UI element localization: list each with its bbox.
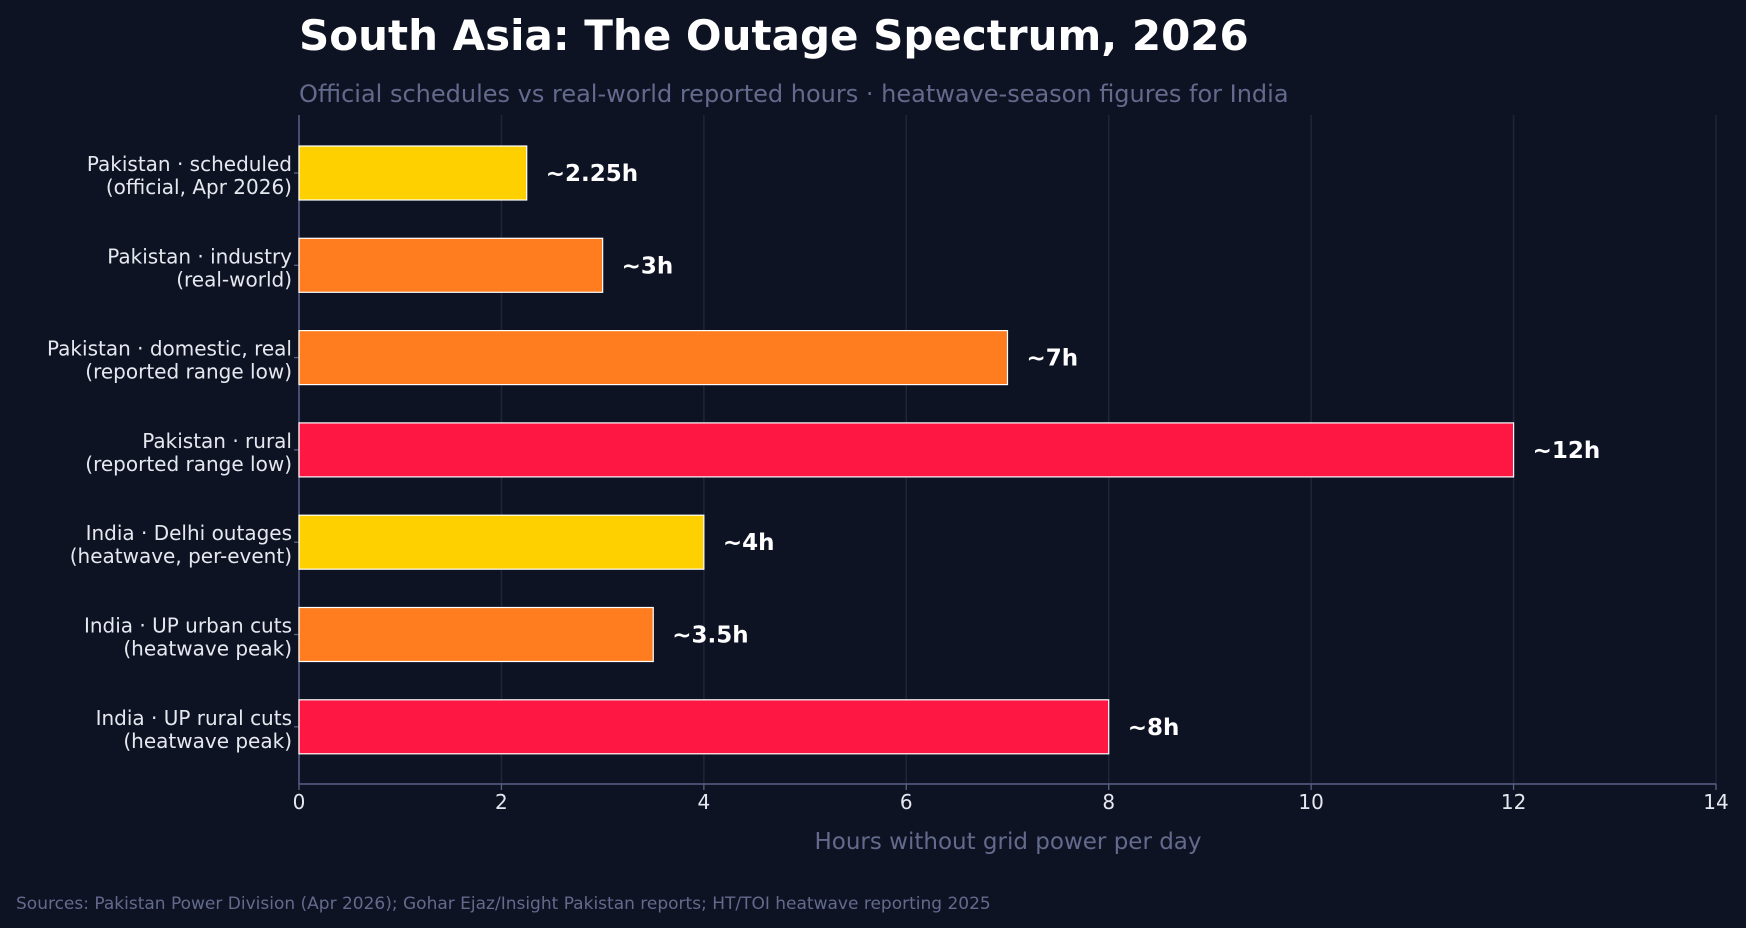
bar-value-label: ~2.25h [546,161,638,187]
category-label-line1: India · UP rural cuts [96,706,292,730]
bar [298,330,1009,386]
category-label-line2: (heatwave, per-event) [70,544,292,568]
x-tick-label: 2 [495,790,508,814]
x-tick-label: 10 [1298,790,1323,814]
category-label-line1: Pakistan · rural [142,429,292,453]
category-label-line2: (real-world) [176,267,292,291]
category-label-line2: (reported range low) [85,360,292,384]
value-labels: ~2.25h ~3h ~7h ~12h ~4h ~3.5h ~8h [546,161,1600,741]
category-label-line1: India · UP urban cuts [84,614,292,638]
category-label-line2: (heatwave peak) [123,637,292,661]
bar-value-label: ~12h [1533,438,1601,464]
bars [298,145,1515,755]
bar-value-label: ~3h [622,253,674,279]
x-tick-label: 8 [1102,790,1115,814]
category-label-line2: (official, Apr 2026) [106,175,292,199]
x-tick-label: 14 [1703,790,1728,814]
x-tick-labels: 0 2 4 6 8 10 12 14 [293,790,1729,814]
x-tick-label: 12 [1501,790,1526,814]
chart-subtitle: Official schedules vs real-world reporte… [299,80,1289,108]
category-label-line2: (reported range low) [85,452,292,476]
category-label-line1: India · Delhi outages [86,521,292,545]
category-label-line2: (heatwave peak) [123,729,292,753]
category-label-line1: Pakistan · domestic, real [47,337,292,361]
bar [298,699,1110,755]
bar [298,422,1515,478]
bar [298,606,654,663]
x-tick-label: 6 [900,790,913,814]
x-tick-label: 0 [293,790,306,814]
category-labels: Pakistan · scheduled(official, Apr 2026)… [47,152,292,753]
category-label-line1: Pakistan · scheduled [87,152,292,176]
bar-value-label: ~3.5h [672,623,748,649]
x-axis-label: Hours without grid power per day [814,829,1201,855]
bar-value-label: ~4h [723,530,775,556]
bar-value-label: ~8h [1128,715,1180,741]
bar [298,514,705,570]
bar [298,237,604,293]
category-label-line1: Pakistan · industry [107,244,292,268]
x-tick-label: 4 [697,790,710,814]
chart-title: South Asia: The Outage Spectrum, 2026 [299,11,1249,60]
bar-value-label: ~7h [1027,346,1079,372]
bar [298,145,528,201]
source-note: Sources: Pakistan Power Division (Apr 20… [16,894,991,914]
